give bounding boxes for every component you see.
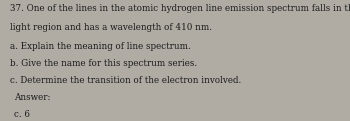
Text: c. 6: c. 6 bbox=[14, 110, 30, 119]
Text: c. Determine the transition of the electron involved.: c. Determine the transition of the elect… bbox=[10, 76, 242, 85]
Text: a. Explain the meaning of line spectrum.: a. Explain the meaning of line spectrum. bbox=[10, 42, 191, 51]
Text: 37. One of the lines in the atomic hydrogen line emission spectrum falls in the : 37. One of the lines in the atomic hydro… bbox=[10, 4, 350, 13]
Text: Answer:: Answer: bbox=[14, 93, 50, 102]
Text: b. Give the name for this spectrum series.: b. Give the name for this spectrum serie… bbox=[10, 59, 198, 68]
Text: light region and has a wavelength of 410 nm.: light region and has a wavelength of 410… bbox=[10, 23, 212, 32]
